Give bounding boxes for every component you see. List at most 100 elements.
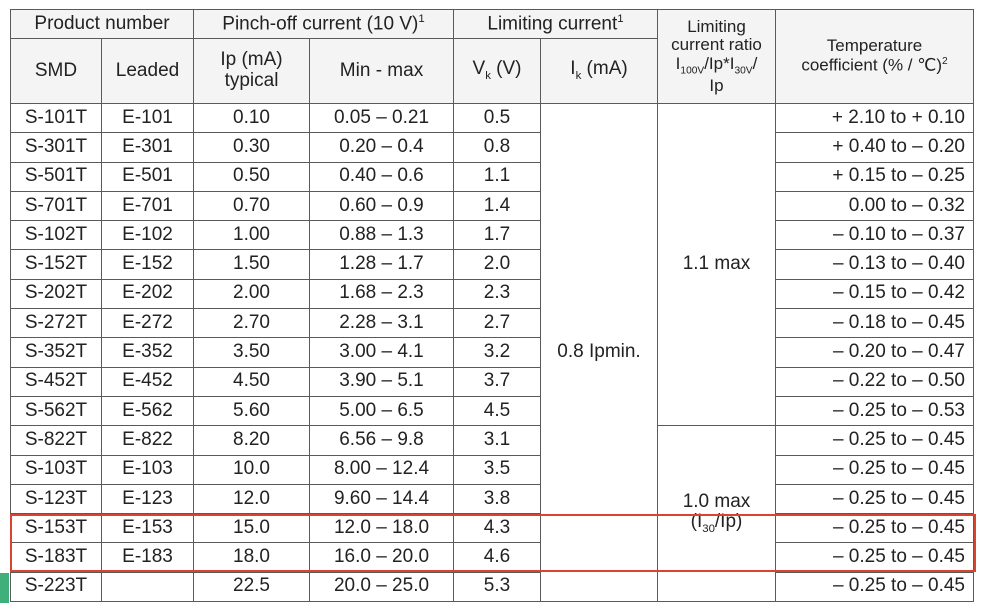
cell-ip: 8.20 xyxy=(193,425,310,456)
cell-vk: 4.5 xyxy=(453,395,541,427)
cell-min-max: 3.00 – 4.1 xyxy=(309,337,454,368)
cell-smd: S-153T xyxy=(10,513,102,544)
cell-min-max: 6.56 – 9.8 xyxy=(309,425,454,456)
cell-smd: S-501T xyxy=(10,161,102,192)
table-row: S-101T E-101 0.10 0.05 – 0.21 0.5 0.8 Ip… xyxy=(10,102,974,603)
cell-ip: 0.10 xyxy=(193,102,310,134)
cell-temp: – 0.25 to – 0.45 xyxy=(775,542,974,573)
header-min-max: Min - max xyxy=(309,38,454,104)
cell-ip: 15.0 xyxy=(193,513,310,544)
cell-smd: S-562T xyxy=(10,395,102,427)
cell-min-max: 1.68 – 2.3 xyxy=(309,278,454,310)
table-row: S-103T E-103 10.0 8.00 – 12.4 3.5 – 0.25… xyxy=(10,454,974,485)
cell-ik-merged: 0.8 Ipmin. xyxy=(540,102,658,603)
cell-min-max: 2.28 – 3.1 xyxy=(309,308,454,339)
cell-leaded: E-101 xyxy=(101,102,194,134)
cell-min-max: 12.0 – 18.0 xyxy=(309,513,454,544)
cell-temp: + 2.10 to + 0.10 xyxy=(775,102,974,134)
cell-min-max: 5.00 – 6.5 xyxy=(309,395,454,427)
cell-ip: 0.30 xyxy=(193,132,310,163)
cell-ip: 12.0 xyxy=(193,483,310,515)
cell-smd: S-822T xyxy=(10,425,102,456)
table-row: S-501T E-501 0.50 0.40 – 0.6 1.1 + 0.15 … xyxy=(10,161,974,192)
cell-leaded: E-272 xyxy=(101,308,194,339)
cell-leaded: E-183 xyxy=(101,542,194,573)
cell-min-max: 9.60 – 14.4 xyxy=(309,483,454,515)
cell-vk: 3.7 xyxy=(453,366,541,397)
cell-vk: 0.8 xyxy=(453,132,541,163)
table-row: S-701T E-701 0.70 0.60 – 0.9 1.4 0.00 to… xyxy=(10,190,974,222)
cell-temp: + 0.40 to – 0.20 xyxy=(775,132,974,163)
cell-ip: 4.50 xyxy=(193,366,310,397)
cell-vk: 2.3 xyxy=(453,278,541,310)
header-limiting-current-ratio: Limiting current ratio I100V/Ip*I30V/ Ip xyxy=(657,9,776,104)
cell-ip: 1.00 xyxy=(193,220,310,251)
cell-ip: 2.70 xyxy=(193,308,310,339)
cell-smd: S-183T xyxy=(10,542,102,573)
cell-temp: – 0.25 to – 0.45 xyxy=(775,425,974,456)
cell-vk: 1.1 xyxy=(453,161,541,192)
cell-vk: 3.8 xyxy=(453,483,541,515)
table-row: S-452T E-452 4.50 3.90 – 5.1 3.7 – 0.22 … xyxy=(10,366,974,397)
cell-temp: + 0.15 to – 0.25 xyxy=(775,161,974,192)
cell-leaded: E-301 xyxy=(101,132,194,163)
cell-smd: S-272T xyxy=(10,308,102,339)
cell-min-max: 8.00 – 12.4 xyxy=(309,454,454,485)
cell-ip: 3.50 xyxy=(193,337,310,368)
cell-min-max: 3.90 – 5.1 xyxy=(309,366,454,397)
cell-ip: 10.0 xyxy=(193,454,310,485)
table-row: S-822T E-822 8.20 6.56 – 9.8 3.1 1.0 max… xyxy=(10,425,974,603)
table-row: S-153T E-153 15.0 12.0 – 18.0 4.3 – 0.25… xyxy=(10,513,974,544)
cell-temp: – 0.22 to – 0.50 xyxy=(775,366,974,397)
cell-leaded: E-123 xyxy=(101,483,194,515)
cell-leaded xyxy=(101,571,194,603)
table-row: S-102T E-102 1.00 0.88 – 1.3 1.7 – 0.10 … xyxy=(10,220,974,251)
cell-smd: S-101T xyxy=(10,102,102,134)
cell-temp: – 0.25 to – 0.45 xyxy=(775,454,974,485)
cell-vk: 5.3 xyxy=(453,571,541,603)
cell-vk: 4.6 xyxy=(453,542,541,573)
cell-smd: S-223T xyxy=(10,571,102,603)
header-smd: SMD xyxy=(10,38,102,104)
cell-temp: – 0.25 to – 0.45 xyxy=(775,513,974,544)
header-limiting-current: Limiting current1 xyxy=(453,9,658,39)
cell-temp: – 0.15 to – 0.42 xyxy=(775,278,974,310)
cell-min-max: 0.88 – 1.3 xyxy=(309,220,454,251)
cell-ratio-group1: 1.1 max xyxy=(657,102,776,427)
cell-temp: 0.00 to – 0.32 xyxy=(775,190,974,222)
cell-min-max: 1.28 – 1.7 xyxy=(309,249,454,280)
cell-smd: S-301T xyxy=(10,132,102,163)
cell-vk: 1.7 xyxy=(453,220,541,251)
cell-smd: S-102T xyxy=(10,220,102,251)
cell-vk: 2.0 xyxy=(453,249,541,280)
header-temperature-coefficient: Temperature coefficient (% / ℃)2 xyxy=(775,9,974,104)
cell-min-max: 0.60 – 0.9 xyxy=(309,190,454,222)
cell-temp: – 0.25 to – 0.45 xyxy=(775,483,974,515)
cell-vk: 0.5 xyxy=(453,102,541,134)
cell-vk: 3.1 xyxy=(453,425,541,456)
cell-min-max: 16.0 – 20.0 xyxy=(309,542,454,573)
header-pinch-off-current: Pinch-off current (10 V)1 xyxy=(193,9,454,39)
header-product-number: Product number xyxy=(10,9,194,39)
cell-leaded: E-562 xyxy=(101,395,194,427)
table-row: S-272T E-272 2.70 2.28 – 3.1 2.7 – 0.18 … xyxy=(10,308,974,339)
cell-temp: – 0.20 to – 0.47 xyxy=(775,337,974,368)
table-row: S-152T E-152 1.50 1.28 – 1.7 2.0 – 0.13 … xyxy=(10,249,974,280)
cell-smd: S-701T xyxy=(10,190,102,222)
cell-leaded: E-103 xyxy=(101,454,194,485)
cell-vk: 3.2 xyxy=(453,337,541,368)
cell-temp: – 0.25 to – 0.45 xyxy=(775,571,974,603)
cell-smd: S-152T xyxy=(10,249,102,280)
cell-leaded: E-452 xyxy=(101,366,194,397)
cell-smd: S-452T xyxy=(10,366,102,397)
cell-min-max: 0.05 – 0.21 xyxy=(309,102,454,134)
cell-ip: 5.60 xyxy=(193,395,310,427)
cell-leaded: E-202 xyxy=(101,278,194,310)
header-leaded: Leaded xyxy=(101,38,194,104)
cell-ip: 22.5 xyxy=(193,571,310,603)
cell-vk: 3.5 xyxy=(453,454,541,485)
cell-ip: 18.0 xyxy=(193,542,310,573)
table-row: S-183T E-183 18.0 16.0 – 20.0 4.6 – 0.25… xyxy=(10,542,974,573)
cell-leaded: E-153 xyxy=(101,513,194,544)
cell-leaded: E-701 xyxy=(101,190,194,222)
